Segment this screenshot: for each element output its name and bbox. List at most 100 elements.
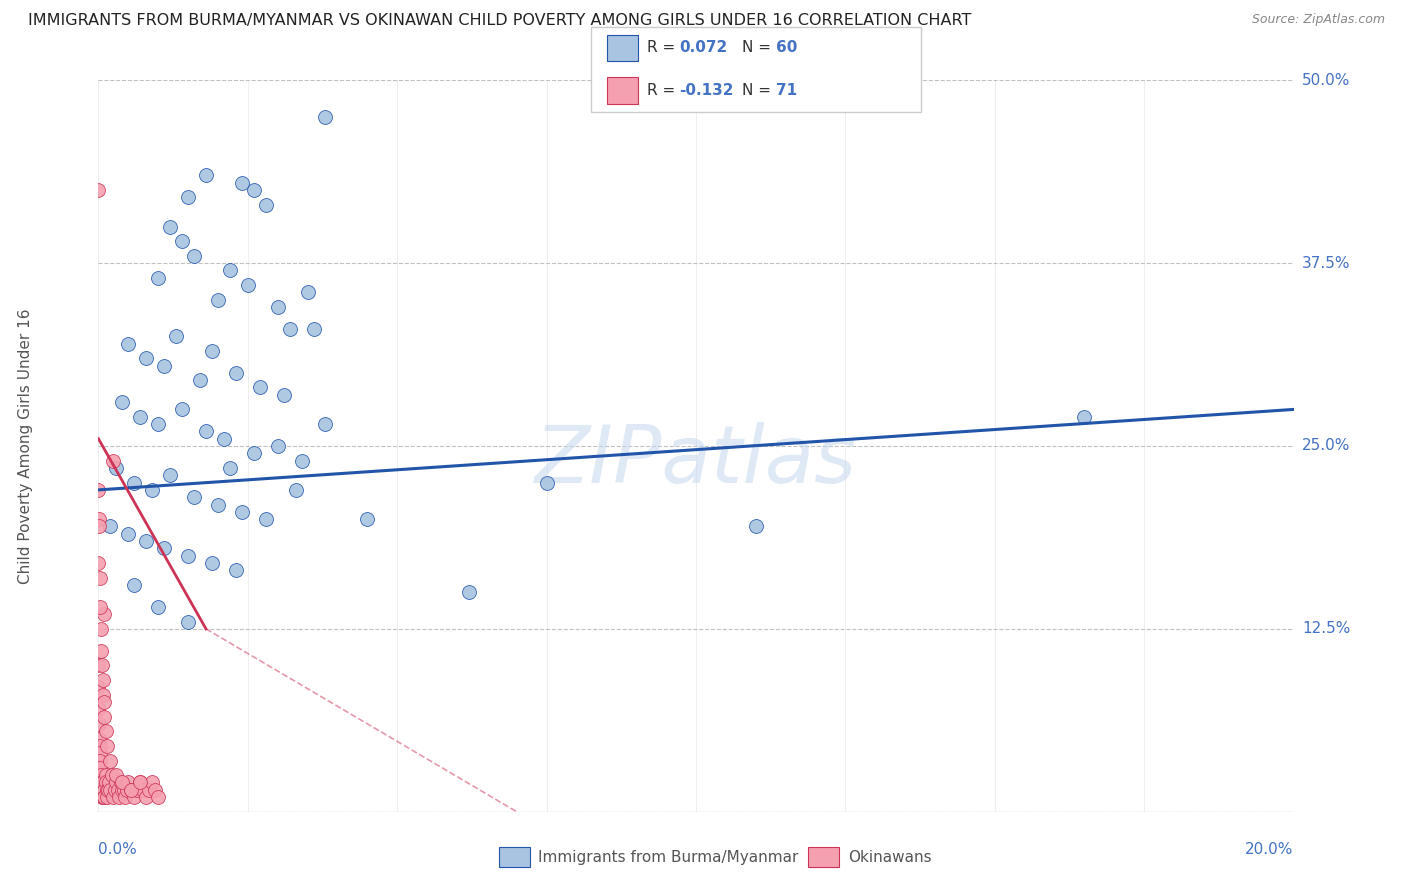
Text: IMMIGRANTS FROM BURMA/MYANMAR VS OKINAWAN CHILD POVERTY AMONG GIRLS UNDER 16 COR: IMMIGRANTS FROM BURMA/MYANMAR VS OKINAWA…: [28, 13, 972, 29]
Point: [104, 782, 127, 797]
Point: [135, 790, 157, 805]
Point: [105, 768, 128, 782]
Point: [1073, 409, 1095, 424]
Point: [120, 782, 142, 797]
Point: [177, 549, 200, 563]
Point: [127, 782, 149, 797]
Point: [87, 731, 110, 746]
Point: [91, 790, 114, 805]
Text: N =: N =: [742, 83, 776, 98]
Point: [183, 490, 205, 504]
Point: [91, 782, 114, 797]
Point: [254, 512, 277, 526]
Point: [201, 556, 224, 570]
Point: [90, 775, 112, 789]
Point: [212, 432, 235, 446]
Point: [231, 505, 253, 519]
Point: [225, 366, 247, 380]
Point: [111, 775, 134, 789]
Point: [91, 790, 114, 805]
Point: [114, 790, 136, 805]
Point: [129, 775, 152, 789]
Point: [96, 775, 118, 789]
Point: [112, 782, 135, 797]
Point: [115, 782, 138, 797]
Point: [91, 688, 114, 702]
Point: [107, 782, 129, 797]
Point: [93, 782, 115, 797]
Text: 12.5%: 12.5%: [1302, 622, 1350, 636]
Point: [254, 197, 277, 211]
Text: R =: R =: [647, 40, 681, 55]
Point: [96, 782, 118, 797]
Point: [87, 556, 110, 570]
Point: [188, 373, 211, 387]
Point: [98, 775, 121, 789]
Point: [91, 673, 114, 687]
Point: [117, 526, 139, 541]
Point: [87, 512, 110, 526]
Point: [135, 534, 157, 549]
Text: 25.0%: 25.0%: [1302, 439, 1350, 453]
Y-axis label: Child Poverty Among Girls Under 16: Child Poverty Among Girls Under 16: [18, 309, 32, 583]
Point: [117, 775, 139, 789]
Point: [111, 395, 134, 409]
Point: [90, 782, 112, 797]
Point: [93, 709, 115, 723]
Point: [183, 249, 205, 263]
Point: [87, 519, 110, 533]
Point: [89, 739, 111, 753]
Point: [172, 402, 194, 417]
Text: Source: ZipAtlas.com: Source: ZipAtlas.com: [1251, 13, 1385, 27]
Point: [231, 176, 253, 190]
Point: [314, 110, 337, 124]
Point: [124, 578, 146, 592]
Point: [148, 599, 170, 614]
Point: [207, 293, 229, 307]
Point: [108, 790, 131, 805]
Point: [105, 775, 128, 789]
Point: [87, 717, 110, 731]
Point: [90, 622, 112, 636]
Point: [89, 746, 111, 760]
Point: [90, 782, 112, 797]
Point: [132, 782, 155, 797]
Point: [94, 768, 117, 782]
Text: 60: 60: [776, 40, 797, 55]
Point: [93, 607, 115, 622]
Point: [236, 278, 259, 293]
Point: [91, 658, 114, 673]
Point: [110, 775, 132, 789]
Point: [302, 322, 325, 336]
Text: 20.0%: 20.0%: [1246, 842, 1294, 857]
Point: [91, 775, 114, 789]
Point: [745, 519, 768, 533]
Point: [138, 782, 160, 797]
Text: 50.0%: 50.0%: [1302, 73, 1350, 87]
Point: [165, 329, 187, 343]
Point: [278, 322, 301, 336]
Text: 71: 71: [776, 83, 797, 98]
Point: [120, 782, 142, 797]
Point: [111, 782, 134, 797]
Point: [89, 761, 111, 775]
Point: [93, 790, 115, 805]
Point: [135, 351, 157, 366]
Text: 0.072: 0.072: [679, 40, 727, 55]
Point: [100, 768, 122, 782]
Point: [97, 782, 120, 797]
Text: 37.5%: 37.5%: [1302, 256, 1350, 270]
Text: -0.132: -0.132: [679, 83, 734, 98]
Point: [314, 417, 337, 431]
Point: [219, 263, 242, 277]
Point: [87, 183, 110, 197]
Point: [96, 790, 118, 805]
Point: [87, 702, 110, 716]
Point: [90, 644, 112, 658]
Point: [159, 219, 181, 234]
Point: [103, 453, 125, 467]
Point: [284, 483, 307, 497]
Point: [243, 446, 266, 460]
Point: [129, 409, 152, 424]
Point: [356, 512, 378, 526]
